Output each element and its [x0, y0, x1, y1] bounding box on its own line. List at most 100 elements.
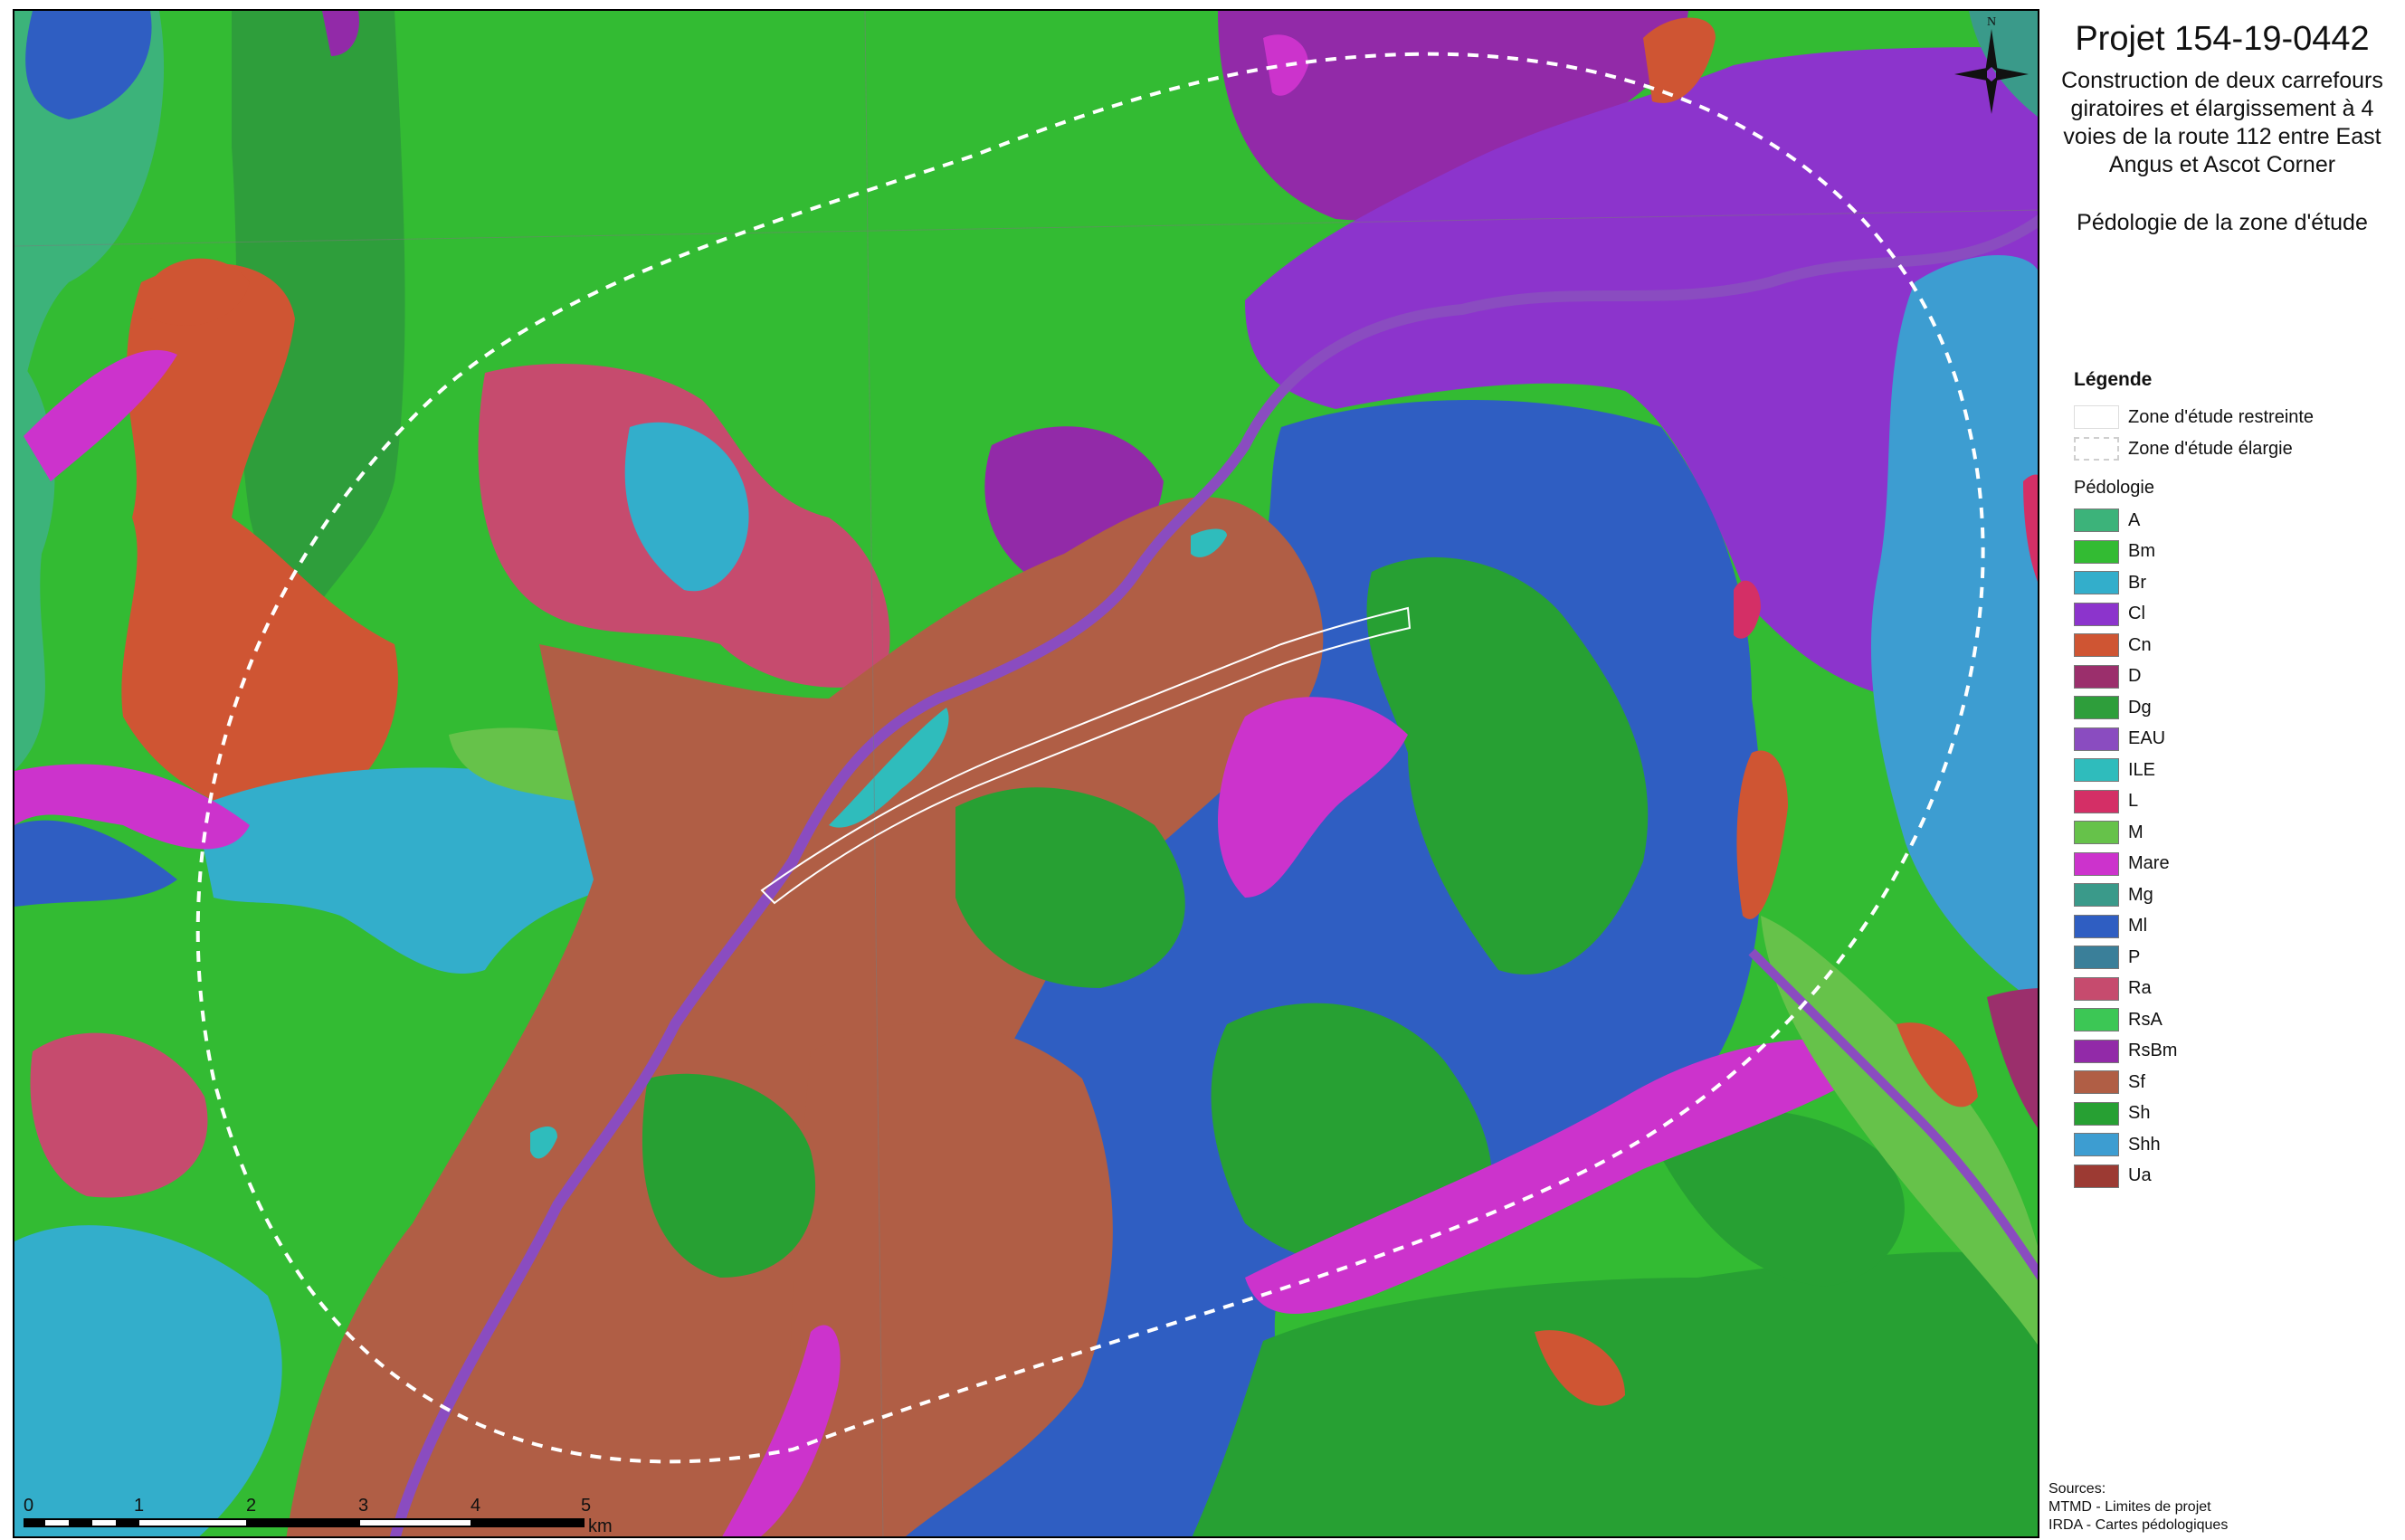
- legend-label: Br: [2128, 572, 2146, 593]
- legend-label: Mare: [2128, 853, 2170, 874]
- soil-zone-cn-se: [1896, 1022, 1978, 1107]
- legend-item-br: Br: [2074, 567, 2177, 599]
- soil-zone-mare-west: [14, 764, 250, 850]
- pedologie-title: Pédologie: [2074, 478, 2154, 498]
- legend-label: Shh: [2128, 1134, 2161, 1155]
- legend-label: L: [2128, 791, 2139, 812]
- legend-item-ile: ILE: [2074, 755, 2177, 786]
- legend-label: Ra: [2128, 978, 2152, 999]
- legend-swatch: [2074, 789, 2119, 813]
- zone-etude-restreinte: [760, 606, 1412, 905]
- legend-item-ml: Ml: [2074, 911, 2177, 943]
- soil-zone-ile-central: [829, 708, 949, 828]
- legend-item-cn: Cn: [2074, 630, 2177, 661]
- legend-item-mg: Mg: [2074, 879, 2177, 911]
- legend-label: RsBm: [2128, 1041, 2178, 1061]
- soil-map[interactable]: [14, 11, 2039, 1538]
- legend-swatch: [2074, 1070, 2119, 1095]
- legend-item-ua: Ua: [2074, 1161, 2177, 1193]
- legend-item-dg: Dg: [2074, 692, 2177, 724]
- sources-line: MTMD - Limites de projet: [2049, 1499, 2211, 1515]
- legend-label: P: [2128, 946, 2141, 967]
- legend-label: Bm: [2128, 541, 2155, 562]
- legend-item-zone-elargie: Zone d'étude élargie: [2074, 435, 2293, 462]
- soil-zone-cl-ne: [1245, 47, 2038, 699]
- soil-zone-ml-west: [14, 820, 177, 907]
- river-eau: [389, 214, 2038, 1536]
- legend-label: Cl: [2128, 604, 2145, 624]
- scale-tick-0: 0: [24, 1496, 33, 1516]
- soil-zone-ml-nw: [25, 11, 152, 119]
- soil-zone-mare-central: [1218, 697, 1408, 898]
- legend-swatch: [2074, 633, 2119, 658]
- legend-label: Mg: [2128, 884, 2153, 905]
- soil-zone-br-north: [624, 422, 749, 592]
- soil-zone-mare-se: [1245, 1039, 1896, 1314]
- soil-zone-rsbm-top: [322, 11, 359, 56]
- scale-tick-2: 2: [246, 1496, 256, 1516]
- legend-swatch: [2074, 539, 2119, 564]
- legend-label: EAU: [2128, 728, 2166, 749]
- soil-zone-l-far-east: [2023, 474, 2038, 582]
- legend-label: Sf: [2128, 1071, 2145, 1092]
- legend-item-m: M: [2074, 817, 2177, 849]
- legend-swatch: [2074, 1008, 2119, 1032]
- legend-swatch: [2074, 1039, 2119, 1063]
- legend-swatch: [2074, 1101, 2119, 1126]
- legend-swatch: [2074, 883, 2119, 908]
- legend-label: Dg: [2128, 697, 2152, 718]
- legend-swatch: [2074, 946, 2119, 970]
- soil-zone-rsbm-ne: [1218, 11, 1688, 221]
- sources-title: Sources:: [2049, 1481, 2106, 1497]
- north-arrow: N: [1951, 13, 2032, 114]
- zone-elargie-symbol: [2074, 437, 2119, 461]
- legend-item-l: L: [2074, 786, 2177, 818]
- legend-swatch: [2074, 851, 2119, 876]
- soil-zone-d-se: [1987, 988, 2038, 1128]
- scale-segments: [24, 1518, 585, 1527]
- legend-label: RsA: [2128, 1009, 2163, 1030]
- zone-etude-elargie: [195, 52, 1985, 1464]
- zone-restreinte-symbol: [2074, 405, 2119, 429]
- soil-zone-sh-east: [1366, 556, 1649, 974]
- soil-zone-cn-west: [121, 263, 398, 825]
- soil-zone-cn-south: [1535, 1330, 1625, 1406]
- scale-tick-labels: 0 1 2 3 4 5: [24, 1496, 591, 1516]
- soil-zone-a: [14, 11, 165, 436]
- scale-tick-3: 3: [358, 1496, 368, 1516]
- soil-zone-cn-east: [1736, 750, 1788, 919]
- legend-swatch: [2074, 758, 2119, 783]
- legend-label: A: [2128, 509, 2141, 530]
- soil-zone-ile-north: [1191, 528, 1227, 557]
- legend-item-eau: EAU: [2074, 724, 2177, 756]
- legend-swatch: [2074, 1164, 2119, 1188]
- legend-item-zone-restreinte: Zone d'étude restreinte: [2074, 404, 2314, 431]
- legend-swatch: [2074, 696, 2119, 720]
- map-frame[interactable]: [13, 9, 2039, 1538]
- north-label: N: [1987, 15, 1996, 29]
- map-sidebar: Projet 154-19-0442 Construction de deux …: [2039, 0, 2405, 1540]
- soil-zone-sh-central: [955, 787, 1185, 988]
- soil-zone-mare-nw: [24, 349, 177, 481]
- legend-item-rsa: RsA: [2074, 1004, 2177, 1036]
- legend-swatch: [2074, 571, 2119, 595]
- legend-label: Ua: [2128, 1165, 2152, 1186]
- legend-item-p: P: [2074, 942, 2177, 974]
- legend-title: Légende: [2074, 369, 2153, 390]
- legend-swatch: [2074, 1133, 2119, 1157]
- sources: Sources: MTMD - Limites de projet IRDA -…: [2049, 1480, 2228, 1535]
- soil-zone-shh-east: [1870, 255, 2038, 1004]
- scale-tick-5: 5: [581, 1496, 591, 1516]
- soil-zone-l-east: [1734, 580, 1761, 639]
- soil-zone-sh-ne-east: [1643, 1108, 1905, 1287]
- legend-swatch: [2074, 509, 2119, 533]
- zone-restreinte-label: Zone d'étude restreinte: [2128, 406, 2315, 427]
- legend-label: Cn: [2128, 634, 2152, 655]
- legend-label: M: [2128, 822, 2144, 842]
- legend-label: D: [2128, 666, 2142, 687]
- legend-item-mare: Mare: [2074, 849, 2177, 880]
- legend-swatch: [2074, 602, 2119, 626]
- map-theme: Pédologie de la zone d'étude: [2077, 210, 2368, 235]
- soil-zone-mg-ne: [1969, 11, 2038, 117]
- legend-label: Sh: [2128, 1103, 2151, 1124]
